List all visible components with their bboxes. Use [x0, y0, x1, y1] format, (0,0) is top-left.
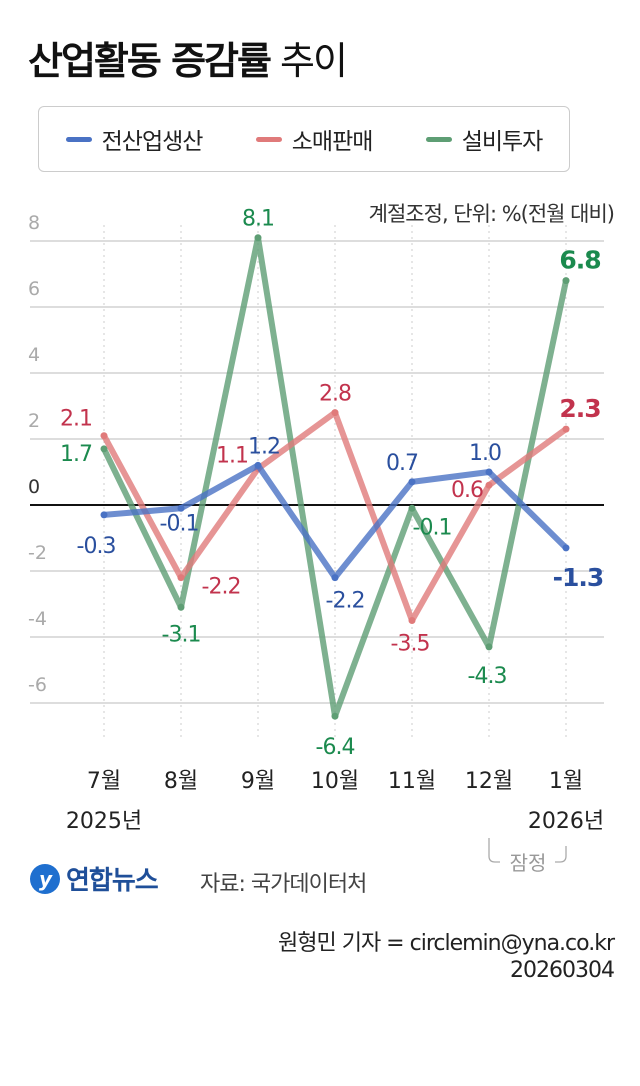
y-tick-label: -2	[28, 542, 47, 564]
data-label: 6.8	[559, 246, 600, 275]
data-point	[562, 425, 570, 433]
data-label: 1.0	[469, 441, 501, 466]
data-label: 1.2	[248, 434, 280, 459]
page-title: 산업활동 증감률 추이	[28, 30, 348, 85]
legend-label: 설비투자	[461, 129, 544, 155]
data-label: -6.4	[316, 735, 355, 760]
data-label: 8.1	[242, 207, 274, 232]
legend-swatch	[425, 136, 452, 142]
y-tick-label: 0	[28, 476, 40, 498]
data-point	[100, 432, 108, 440]
data-point	[177, 504, 185, 512]
data-point	[485, 481, 493, 489]
data-label: -1.3	[553, 563, 604, 592]
y-tick-label: -6	[28, 674, 47, 696]
data-point	[177, 574, 185, 582]
data-label: -4.3	[468, 664, 507, 689]
legend-item: 소매판매	[255, 122, 374, 156]
data-point	[562, 544, 570, 552]
data-point	[100, 445, 108, 453]
data-label: 2.8	[319, 382, 351, 407]
x-tick-label: 7월	[87, 769, 121, 794]
data-label: -3.5	[391, 632, 430, 657]
logo-text: 연합뉴스	[66, 866, 159, 896]
y-tick-label: -4	[28, 608, 47, 630]
legend-label: 소매판매	[291, 129, 374, 155]
data-point	[408, 504, 416, 512]
data-label: -0.1	[160, 511, 199, 536]
unit-note: 계절조정, 단위: %(전월 대비)	[368, 202, 615, 226]
x-tick-label: 10월	[311, 769, 359, 794]
title-light: 추이	[280, 39, 348, 83]
data-label: 2.1	[60, 407, 92, 432]
y-tick-label: 8	[28, 212, 40, 234]
yonhap-logo: y 연합뉴스	[30, 860, 159, 897]
x-tick-label: 9월	[241, 769, 275, 794]
x-tick-label: 1월	[549, 769, 583, 794]
credit: 원형민 기자 = circlemin@yna.co.kr 20260304	[278, 930, 615, 984]
data-label: 2.3	[559, 394, 600, 423]
data-point	[331, 574, 339, 582]
logo-icon: y	[30, 863, 60, 894]
provisional-bracket	[488, 838, 567, 863]
data-label: 1.1	[216, 444, 248, 469]
data-point	[408, 478, 416, 486]
data-point	[408, 617, 416, 624]
y-tick-label: 2	[28, 410, 40, 432]
data-label: -2.2	[202, 575, 241, 600]
legend-label: 전산업생산	[101, 129, 204, 155]
data-point	[485, 468, 493, 476]
data-point	[562, 277, 570, 285]
data-point	[485, 643, 493, 651]
legend-item: 설비투자	[425, 122, 544, 156]
data-label: -2.2	[326, 589, 365, 614]
legend-item: 전산업생산	[65, 122, 204, 156]
data-point	[254, 234, 262, 242]
source: 자료: 국가데이터처	[200, 872, 367, 897]
y-tick-label: 4	[28, 344, 40, 366]
data-label: 1.7	[60, 442, 92, 467]
x-tick-label: 8월	[164, 769, 198, 794]
data-point	[331, 409, 339, 417]
data-label: -0.1	[413, 515, 452, 540]
data-point	[100, 511, 108, 519]
year-label: 2025년	[66, 809, 142, 834]
title-bold: 산업활동 증감률	[28, 39, 272, 83]
x-tick-label: 12월	[465, 769, 513, 794]
legend-swatch	[65, 136, 92, 142]
data-label: 0.7	[386, 451, 418, 476]
data-point	[331, 712, 339, 720]
legend-swatch	[255, 136, 282, 142]
legend: 전산업생산 소매판매 설비투자	[38, 106, 570, 172]
reporter: 원형민 기자 = circlemin@yna.co.kr	[278, 931, 615, 956]
data-label: 0.6	[451, 478, 483, 503]
data-point	[254, 461, 262, 469]
y-tick-label: 6	[28, 278, 40, 300]
data-point	[177, 603, 185, 611]
data-label: -0.3	[77, 534, 116, 559]
year-label: 2026년	[528, 809, 604, 834]
provisional-label: 잠정	[510, 851, 547, 875]
x-tick-label: 11월	[388, 769, 436, 794]
data-label: -3.1	[162, 622, 201, 647]
date: 20260304	[510, 958, 615, 983]
